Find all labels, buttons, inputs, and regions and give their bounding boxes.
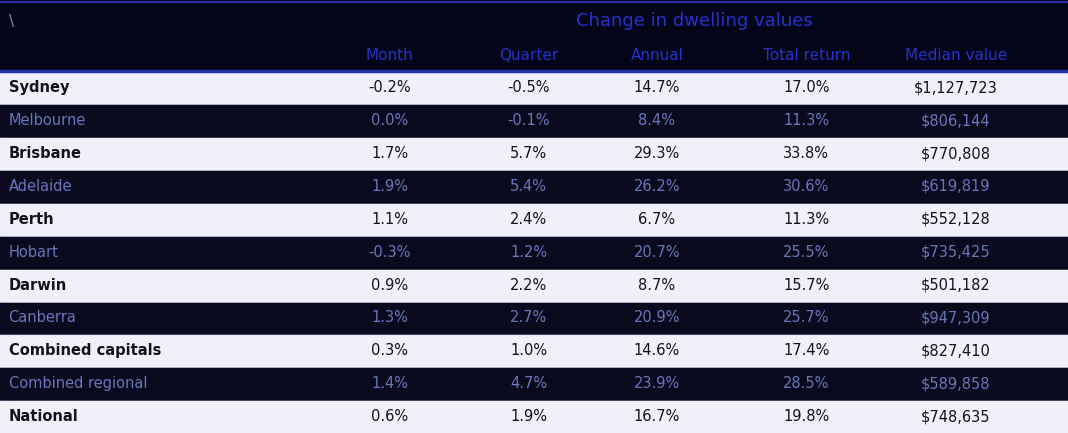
Text: 1.9%: 1.9% — [372, 179, 408, 194]
Text: 14.7%: 14.7% — [633, 81, 680, 95]
FancyBboxPatch shape — [0, 236, 1068, 268]
Text: 0.0%: 0.0% — [372, 113, 408, 128]
Text: $552,128: $552,128 — [921, 212, 991, 227]
Text: $501,182: $501,182 — [921, 278, 991, 293]
Text: 2.7%: 2.7% — [511, 310, 547, 326]
Text: Median value: Median value — [905, 48, 1007, 63]
Text: Sydney: Sydney — [9, 81, 69, 95]
Text: Quarter: Quarter — [499, 48, 559, 63]
Text: \: \ — [9, 14, 14, 29]
Text: Annual: Annual — [630, 48, 684, 63]
Text: Melbourne: Melbourne — [9, 113, 85, 128]
Text: 23.9%: 23.9% — [633, 376, 680, 391]
Text: 1.0%: 1.0% — [511, 343, 547, 359]
Text: 20.9%: 20.9% — [633, 310, 680, 326]
FancyBboxPatch shape — [0, 104, 1068, 137]
Text: Combined regional: Combined regional — [9, 376, 147, 391]
FancyBboxPatch shape — [0, 170, 1068, 203]
Text: 16.7%: 16.7% — [633, 409, 680, 424]
Text: 0.9%: 0.9% — [372, 278, 408, 293]
Text: 6.7%: 6.7% — [639, 212, 675, 227]
Text: $748,635: $748,635 — [921, 409, 991, 424]
Text: 25.5%: 25.5% — [783, 245, 830, 260]
Text: 25.7%: 25.7% — [783, 310, 830, 326]
Text: 14.6%: 14.6% — [633, 343, 680, 359]
Text: -0.1%: -0.1% — [507, 113, 550, 128]
Text: 33.8%: 33.8% — [783, 146, 830, 161]
Text: 5.4%: 5.4% — [511, 179, 547, 194]
Text: $947,309: $947,309 — [921, 310, 991, 326]
Text: Total return: Total return — [763, 48, 850, 63]
Text: 1.3%: 1.3% — [372, 310, 408, 326]
Text: 5.7%: 5.7% — [511, 146, 547, 161]
FancyBboxPatch shape — [0, 301, 1068, 334]
Text: 28.5%: 28.5% — [783, 376, 830, 391]
Text: $827,410: $827,410 — [921, 343, 991, 359]
Text: 0.6%: 0.6% — [372, 409, 408, 424]
Text: -0.5%: -0.5% — [507, 81, 550, 95]
Text: Month: Month — [366, 48, 413, 63]
Text: 8.4%: 8.4% — [639, 113, 675, 128]
FancyBboxPatch shape — [0, 334, 1068, 367]
Text: Adelaide: Adelaide — [9, 179, 72, 194]
Text: 2.4%: 2.4% — [511, 212, 547, 227]
Text: 26.2%: 26.2% — [633, 179, 680, 194]
Text: 1.1%: 1.1% — [372, 212, 408, 227]
Text: 29.3%: 29.3% — [633, 146, 680, 161]
Text: 0.3%: 0.3% — [372, 343, 408, 359]
FancyBboxPatch shape — [0, 203, 1068, 236]
Text: Darwin: Darwin — [9, 278, 67, 293]
Text: $806,144: $806,144 — [921, 113, 991, 128]
Text: -0.3%: -0.3% — [368, 245, 411, 260]
Text: 30.6%: 30.6% — [783, 179, 830, 194]
Text: $1,127,723: $1,127,723 — [914, 81, 998, 95]
Text: Combined capitals: Combined capitals — [9, 343, 161, 359]
Text: 8.7%: 8.7% — [639, 278, 675, 293]
Text: -0.2%: -0.2% — [368, 81, 411, 95]
Text: 15.7%: 15.7% — [783, 278, 830, 293]
FancyBboxPatch shape — [0, 137, 1068, 170]
FancyBboxPatch shape — [0, 0, 1068, 71]
Text: Canberra: Canberra — [9, 310, 77, 326]
Text: 1.4%: 1.4% — [372, 376, 408, 391]
Text: $770,808: $770,808 — [921, 146, 991, 161]
Text: $589,858: $589,858 — [921, 376, 991, 391]
Text: Change in dwelling values: Change in dwelling values — [576, 13, 813, 30]
Text: Hobart: Hobart — [9, 245, 59, 260]
Text: 11.3%: 11.3% — [783, 212, 830, 227]
Text: 4.7%: 4.7% — [511, 376, 547, 391]
Text: National: National — [9, 409, 78, 424]
Text: $619,819: $619,819 — [921, 179, 991, 194]
Text: 19.8%: 19.8% — [783, 409, 830, 424]
Text: 1.9%: 1.9% — [511, 409, 547, 424]
Text: Perth: Perth — [9, 212, 54, 227]
FancyBboxPatch shape — [0, 367, 1068, 400]
Text: 17.0%: 17.0% — [783, 81, 830, 95]
Text: 2.2%: 2.2% — [511, 278, 547, 293]
Text: 1.7%: 1.7% — [372, 146, 408, 161]
Text: 11.3%: 11.3% — [783, 113, 830, 128]
Text: Brisbane: Brisbane — [9, 146, 81, 161]
Text: 20.7%: 20.7% — [633, 245, 680, 260]
Text: $735,425: $735,425 — [921, 245, 991, 260]
Text: 17.4%: 17.4% — [783, 343, 830, 359]
Text: 1.2%: 1.2% — [511, 245, 547, 260]
FancyBboxPatch shape — [0, 71, 1068, 104]
FancyBboxPatch shape — [0, 268, 1068, 301]
FancyBboxPatch shape — [0, 400, 1068, 433]
